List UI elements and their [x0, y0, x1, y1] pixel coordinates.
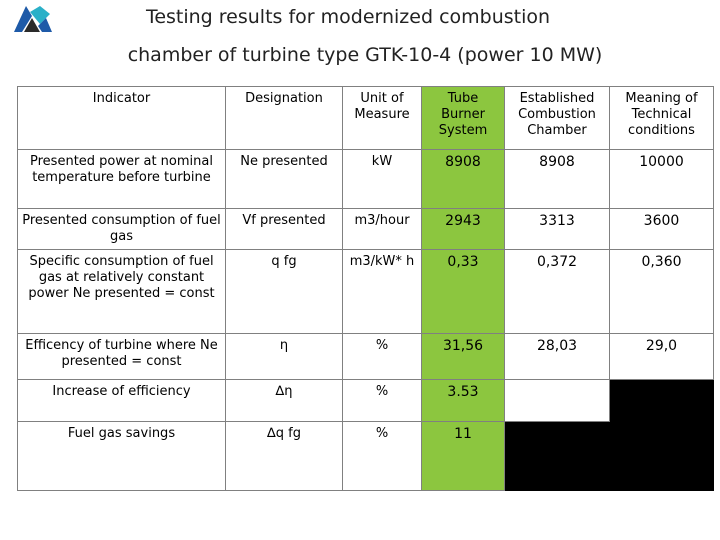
cell-tube: 0,33: [421, 249, 505, 334]
cell-unit: %: [342, 379, 422, 422]
table-row: Specific consumption of fuel gas at rela…: [17, 249, 714, 334]
cell-unit: %: [342, 421, 422, 491]
results-table: Indicator Designation Unit of Measure Tu…: [17, 86, 714, 491]
cell-technical: 0,360: [609, 249, 714, 334]
cell-tube: 2943: [421, 208, 505, 250]
header-designation: Designation: [225, 86, 343, 150]
page-title-line-2: chamber of turbine type GTK-10-4 (power …: [127, 44, 603, 66]
table-row: Efficency of turbine where Ne presented …: [17, 333, 714, 380]
cell-unit: %: [342, 333, 422, 380]
cell-established: 3313: [504, 208, 610, 250]
cell-established: 28,03: [504, 333, 610, 380]
cell-indicator: Specific consumption of fuel gas at rela…: [17, 249, 226, 334]
cell-technical: 29,0: [609, 333, 714, 380]
cell-designation: η: [225, 333, 343, 380]
header-technical: Meaning of Technical conditions: [609, 86, 714, 150]
cell-established: 8908: [504, 149, 610, 209]
cell-indicator: Increase of efficiency: [17, 379, 226, 422]
cell-indicator: Presented power at nominal temperature b…: [17, 149, 226, 209]
header-tube-burner: Tube Burner System: [421, 86, 505, 150]
table-row: Presented power at nominal temperature b…: [17, 149, 714, 209]
cell-designation: q fg: [225, 249, 343, 334]
cell-designation: Ne presented: [225, 149, 343, 209]
header-established: Established Combustion Chamber: [504, 86, 610, 150]
cell-tube: 8908: [421, 149, 505, 209]
table-row: Increase of efficiency ∆η % 3.53: [17, 379, 714, 422]
table-row: Fuel gas savings ∆q fg % 11: [17, 421, 714, 491]
cell-technical: [609, 379, 714, 422]
header-unit: Unit of Measure: [342, 86, 422, 150]
cell-unit: m3/hour: [342, 208, 422, 250]
cell-designation: Vf presented: [225, 208, 343, 250]
company-logo-icon: [10, 2, 54, 38]
cell-established: [504, 421, 610, 491]
cell-indicator: Presented consumption of fuel gas: [17, 208, 226, 250]
cell-designation: ∆q fg: [225, 421, 343, 491]
cell-designation: ∆η: [225, 379, 343, 422]
cell-tube: 11: [421, 421, 505, 491]
cell-technical: 3600: [609, 208, 714, 250]
cell-indicator: Efficency of turbine where Ne presented …: [17, 333, 226, 380]
cell-indicator: Fuel gas savings: [17, 421, 226, 491]
page-title-line-1: Testing results for modernized combustio…: [145, 6, 551, 28]
header-indicator: Indicator: [17, 86, 226, 150]
results-table-frame: Indicator Designation Unit of Measure Tu…: [17, 86, 714, 491]
cell-technical: [609, 421, 714, 491]
cell-established: [504, 379, 610, 422]
cell-tube: 31,56: [421, 333, 505, 380]
cell-established: 0,372: [504, 249, 610, 334]
table-header-row: Indicator Designation Unit of Measure Tu…: [17, 86, 714, 150]
cell-unit: kW: [342, 149, 422, 209]
table-row: Presented consumption of fuel gas Vf pre…: [17, 208, 714, 250]
cell-tube: 3.53: [421, 379, 505, 422]
cell-technical: 10000: [609, 149, 714, 209]
cell-unit: m3/kW* h: [342, 249, 422, 334]
